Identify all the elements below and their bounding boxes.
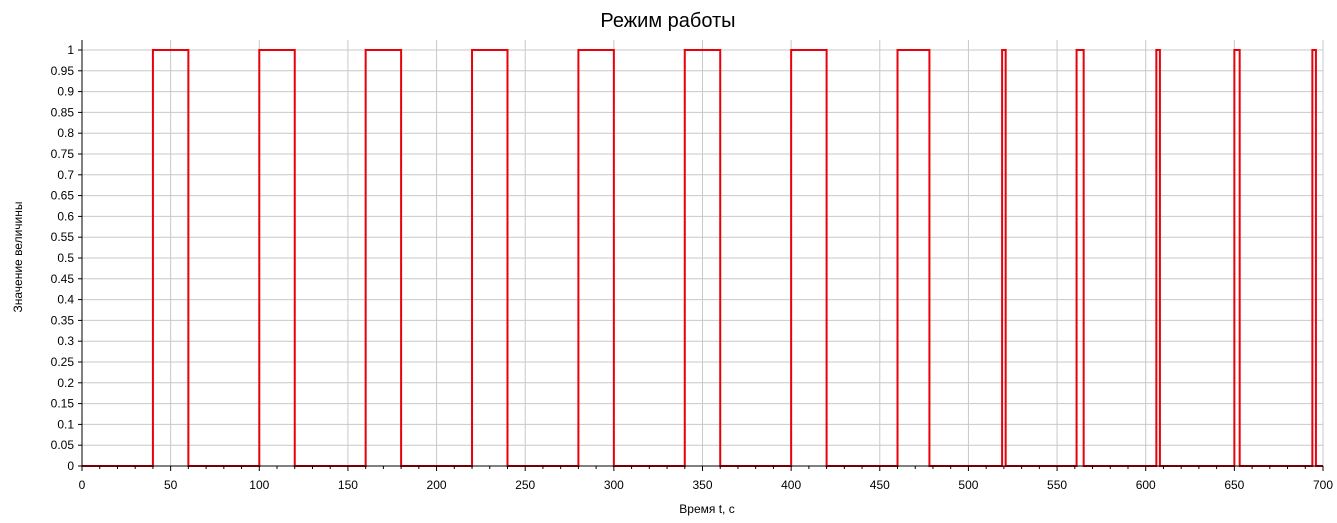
y-tick-label: 0.55 — [51, 230, 75, 244]
grid — [82, 40, 1324, 466]
y-tick-label: 0.05 — [51, 438, 75, 452]
x-tick-label: 50 — [164, 478, 178, 492]
y-tick-label: 0.7 — [57, 168, 74, 182]
y-tick-label: 0 — [67, 459, 74, 473]
y-tick-label: 0.9 — [57, 85, 74, 99]
x-tick-label: 150 — [338, 478, 358, 492]
y-tick-label: 1 — [67, 43, 74, 57]
x-tick-label: 350 — [692, 478, 712, 492]
x-tick-label: 200 — [427, 478, 447, 492]
x-tick-label: 450 — [870, 478, 890, 492]
y-axis-ticks: 0 0.05 0.1 0.15 0.2 0.25 0.3 0.35 0.4 0.45 0.5 0.55… — [51, 43, 82, 473]
y-tick-label: 0.1 — [57, 417, 74, 431]
y-tick-label: 0.65 — [51, 189, 75, 203]
y-tick-label: 0.8 — [57, 126, 74, 140]
x-tick-label: 500 — [958, 478, 978, 492]
x-tick-label: 250 — [515, 478, 535, 492]
x-tick-label: 550 — [1047, 478, 1067, 492]
y-tick-label: 0.2 — [57, 376, 74, 390]
x-tick-label: 400 — [781, 478, 801, 492]
y-tick-label: 0.85 — [51, 105, 75, 119]
y-tick-label: 0.15 — [51, 397, 75, 411]
y-tick-label: 0.4 — [57, 293, 74, 307]
y-tick-label: 0.75 — [51, 147, 75, 161]
y-tick-label: 0.35 — [51, 313, 75, 327]
chart-title: Режим работы — [600, 10, 735, 32]
y-tick-label: 0.25 — [51, 355, 75, 369]
x-tick-label: 700 — [1313, 478, 1333, 492]
x-tick-label: 300 — [604, 478, 624, 492]
y-tick-label: 0.6 — [57, 209, 74, 223]
x-axis-ticks: 0 50 100 150 200 250 300 350 400 450 500 550 600 650 7… — [79, 466, 1333, 492]
x-tick-label: 600 — [1136, 478, 1156, 492]
x-axis-label: Время t, с — [679, 502, 734, 516]
x-tick-label: 100 — [249, 478, 269, 492]
y-tick-label: 0.95 — [51, 64, 75, 78]
y-axis-label: Значение величины — [11, 202, 25, 313]
x-tick-label: 650 — [1224, 478, 1244, 492]
y-tick-label: 0.45 — [51, 272, 75, 286]
y-tick-label: 0.5 — [57, 251, 74, 265]
x-tick-label: 0 — [79, 478, 86, 492]
y-tick-label: 0.3 — [57, 334, 74, 348]
